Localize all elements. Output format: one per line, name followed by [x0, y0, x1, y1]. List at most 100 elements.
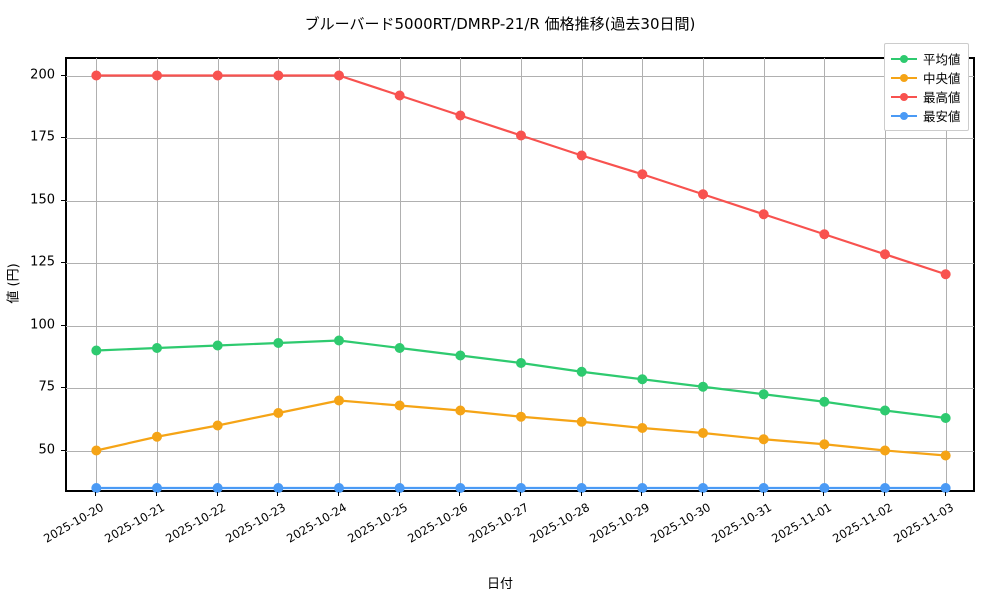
- legend-label: 平均値: [923, 52, 961, 67]
- data-point[interactable]: [516, 483, 526, 493]
- data-point[interactable]: [819, 483, 830, 493]
- data-point[interactable]: [273, 338, 284, 348]
- data-point[interactable]: [940, 269, 951, 280]
- series-3: [91, 70, 951, 280]
- data-point[interactable]: [212, 70, 223, 81]
- data-point[interactable]: [91, 483, 102, 493]
- data-point[interactable]: [516, 130, 526, 141]
- gridline-horizontal: [66, 75, 974, 77]
- series-line: [95, 339, 947, 420]
- data-point[interactable]: [698, 189, 708, 200]
- gridline-horizontal: [66, 450, 974, 452]
- data-point[interactable]: [698, 483, 708, 493]
- data-point[interactable]: [758, 389, 769, 400]
- y-axis-tick-label: 75: [38, 379, 55, 395]
- data-point[interactable]: [212, 340, 223, 351]
- y-axis-label: 値 (円): [6, 263, 22, 304]
- data-point[interactable]: [394, 343, 405, 353]
- legend-label: 最安値: [923, 109, 961, 124]
- data-point[interactable]: [576, 366, 587, 377]
- data-point[interactable]: [152, 431, 162, 442]
- x-axis-tick-mark: [762, 492, 764, 496]
- series-line: [95, 399, 947, 457]
- x-axis-tick-mark: [520, 492, 521, 496]
- x-axis-label: 日付: [486, 577, 513, 592]
- data-point[interactable]: [91, 70, 102, 81]
- plot-area: [65, 57, 975, 493]
- data-point[interactable]: [91, 445, 102, 456]
- data-point[interactable]: [394, 400, 405, 411]
- legend-item-4[interactable]: 最安値: [891, 106, 961, 125]
- gridline-vertical: [581, 58, 583, 491]
- data-point[interactable]: [273, 70, 284, 81]
- legend-item-3[interactable]: 最高値: [891, 87, 961, 106]
- data-point[interactable]: [819, 229, 830, 240]
- legend-item-2[interactable]: 中央値: [891, 68, 961, 87]
- data-point[interactable]: [637, 169, 648, 180]
- data-point[interactable]: [212, 420, 223, 431]
- data-point[interactable]: [819, 439, 830, 450]
- data-point[interactable]: [334, 70, 344, 81]
- data-point[interactable]: [940, 450, 951, 461]
- gridline-horizontal: [66, 388, 974, 389]
- series-line: [95, 74, 947, 276]
- data-point[interactable]: [576, 416, 587, 427]
- legend-marker-icon: [891, 52, 917, 66]
- y-axis-tick-mark: [61, 137, 65, 138]
- data-point[interactable]: [334, 395, 344, 406]
- gridline-vertical: [278, 58, 280, 491]
- data-point[interactable]: [334, 483, 344, 493]
- data-point[interactable]: [455, 350, 466, 361]
- data-point[interactable]: [152, 70, 162, 81]
- data-point[interactable]: [394, 90, 405, 101]
- gridline-vertical: [521, 58, 522, 491]
- data-point[interactable]: [880, 483, 890, 493]
- data-point[interactable]: [698, 428, 708, 438]
- x-axis-tick-mark: [95, 492, 97, 496]
- data-point[interactable]: [455, 110, 466, 121]
- x-axis-tick-mark: [641, 492, 643, 496]
- legend-item-1[interactable]: 平均値: [891, 49, 961, 68]
- data-point[interactable]: [758, 209, 769, 220]
- data-point[interactable]: [576, 150, 587, 161]
- x-axis-tick-mark: [580, 492, 582, 496]
- data-point[interactable]: [516, 358, 526, 368]
- data-point[interactable]: [455, 483, 466, 493]
- gridline-vertical: [339, 58, 340, 491]
- gridline-vertical: [96, 58, 98, 491]
- chart-legend[interactable]: 平均値中央値 最高値最安値: [884, 43, 969, 131]
- gridline-horizontal: [66, 263, 974, 264]
- data-point[interactable]: [334, 335, 344, 346]
- legend-marker-icon: [891, 109, 917, 123]
- data-point[interactable]: [91, 345, 102, 356]
- x-axis-tick-mark: [156, 492, 157, 496]
- data-point[interactable]: [394, 483, 405, 493]
- data-point[interactable]: [880, 405, 890, 416]
- data-point[interactable]: [758, 434, 769, 445]
- data-point[interactable]: [880, 249, 890, 260]
- data-point[interactable]: [273, 408, 284, 418]
- data-point[interactable]: [940, 413, 951, 423]
- data-point[interactable]: [576, 483, 587, 493]
- legend-marker-icon: [891, 71, 917, 85]
- data-point[interactable]: [819, 396, 830, 407]
- data-point[interactable]: [637, 483, 648, 493]
- data-point[interactable]: [637, 374, 648, 385]
- data-point[interactable]: [637, 423, 648, 433]
- data-point[interactable]: [880, 445, 890, 456]
- data-point[interactable]: [940, 483, 951, 493]
- data-point[interactable]: [698, 381, 708, 392]
- chart-title: ブルーバード5000RT/DMRP-21/R 価格推移(過去30日間): [304, 15, 696, 33]
- data-point[interactable]: [152, 483, 162, 493]
- y-axis-tick-label: 200: [30, 67, 55, 82]
- y-axis-tick-label: 50: [38, 442, 55, 457]
- data-point[interactable]: [455, 405, 466, 416]
- data-point[interactable]: [758, 483, 769, 493]
- data-point[interactable]: [152, 343, 162, 353]
- data-point[interactable]: [212, 483, 223, 493]
- data-point[interactable]: [516, 411, 526, 422]
- legend-label: 中央値: [923, 71, 961, 86]
- data-point[interactable]: [273, 483, 284, 493]
- gridline-vertical: [703, 58, 704, 491]
